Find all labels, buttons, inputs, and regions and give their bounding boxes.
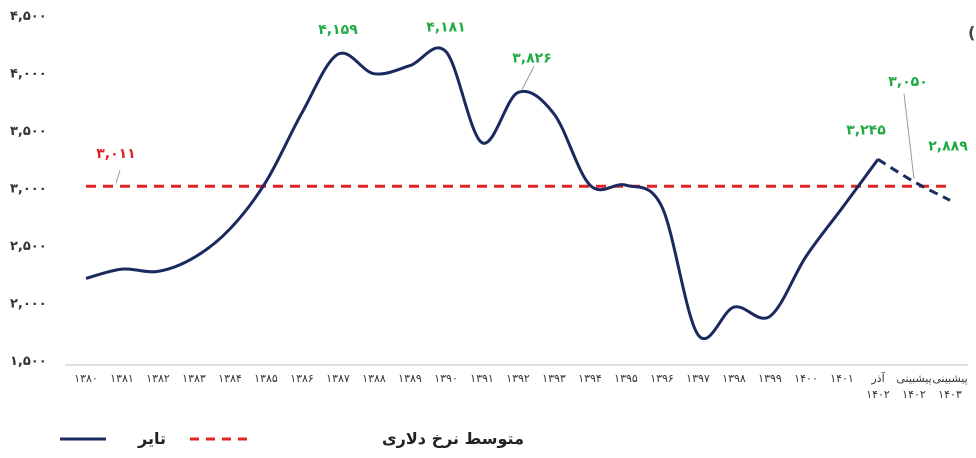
data-label: ۴,۱۸۱ (426, 20, 466, 36)
y-tick-label: ۲,۰۰۰ (10, 297, 47, 312)
x-tick-label: ۱۳۹۸ (722, 372, 746, 385)
x-tick-label: ۱۴۰۰ (794, 372, 818, 385)
series-line-forecast (877, 158, 951, 202)
series-line-actual (85, 46, 880, 340)
x-tick-label: پیشبینی ۱۴۰۳ (932, 372, 967, 401)
x-tick-label: ۱۳۹۴ (578, 372, 602, 385)
x-tick-label: ۱۳۸۹ (398, 372, 422, 385)
label-leader-line (115, 170, 121, 184)
data-label: ۴,۱۵۹ (318, 22, 358, 38)
x-tick-label: ۱۳۹۷ (686, 372, 710, 385)
x-tick-label: ۱۳۸۳ (182, 372, 206, 385)
x-tick-label: ۱۳۸۷ (326, 372, 350, 385)
chart-title: نرخ دلاری تایر پکرمان (بر حسب تن) (968, 23, 976, 43)
x-tick-label-line: آذر (870, 371, 885, 385)
x-tick-label: ۱۳۹۲ (506, 372, 530, 385)
x-tick-label: ۱۳۸۰ (74, 372, 98, 385)
y-tick-label: ۱,۵۰۰ (10, 354, 47, 369)
x-tick-label-line: ۱۴۰۲ (902, 388, 926, 401)
x-tick-label: آذر ۱۴۰۲ (866, 371, 890, 401)
x-tick-label: ۱۳۸۶ (290, 372, 314, 385)
data-label: ۳,۸۲۶ (512, 51, 552, 67)
y-tick-label: ۳,۵۰۰ (10, 124, 47, 139)
x-tick-label-line: ۱۴۰۲ (866, 388, 890, 401)
data-label: ۲,۸۸۹ (928, 138, 968, 154)
y-tick-label: ۲,۵۰۰ (10, 239, 47, 254)
x-tick-label-line: پیشبینی (932, 372, 967, 385)
x-axis-ticks: ۱۳۸۰ ۱۳۸۱ ۱۳۸۲ ۱۳۸۳ ۱۳۸۴ ۱۳۸۵ ۱۳۸۶ ۱۳۸۷ ۱۳۸۸ ۱۳۸۹… (74, 371, 967, 401)
data-label: ۳,۲۴۵ (846, 122, 886, 138)
x-tick-label: ۱۳۸۲ (146, 372, 170, 385)
y-tick-label: ۳,۰۰۰ (10, 182, 47, 197)
data-labels: ۳,۰۱۱ ۴,۱۵۹ ۴,۱۸۱ ۳,۸۲۶ ۳,۲۴۵ ۳,۰۵۰ ۲,۸۸۹ (96, 20, 968, 184)
x-tick-label: ۱۳۹۵ (614, 372, 638, 385)
x-tick-label: ۱۳۹۳ (542, 372, 566, 385)
data-label: ۳,۰۵۰ (888, 74, 928, 90)
x-tick-label: ۱۳۸۴ (218, 372, 242, 385)
x-tick-label: ۱۳۸۱ (110, 372, 134, 385)
series-line-group (85, 46, 951, 340)
label-leader-line (521, 66, 535, 90)
x-tick-label: ۱۳۹۹ (758, 372, 782, 385)
legend-label: تایر (137, 429, 166, 448)
x-tick-label: ۱۳۸۵ (254, 372, 278, 385)
x-tick-label: پیشبینی ۱۴۰۲ (896, 372, 931, 401)
x-tick-label: ۱۳۸۸ (362, 372, 386, 385)
legend: تایر متوسط نرخ دلاری (60, 429, 524, 448)
legend-label: متوسط نرخ دلاری (382, 429, 524, 448)
x-tick-label-line: ۱۴۰۳ (938, 388, 962, 401)
y-tick-label: ۴,۰۰۰ (10, 67, 47, 82)
x-tick-label: ۱۳۹۶ (650, 372, 674, 385)
x-tick-label: ۱۳۹۱ (470, 372, 494, 385)
x-tick-label: ۱۳۹۰ (434, 372, 458, 385)
label-leader-line (903, 93, 915, 179)
y-axis-ticks: ۱,۵۰۰ ۲,۰۰۰ ۲,۵۰۰ ۳,۰۰۰ ۳,۵۰۰ ۴,۰۰۰ ۴,۵۰۰ (10, 9, 47, 369)
x-tick-label-line: پیشبینی (896, 372, 931, 385)
data-label: ۳,۰۱۱ (96, 146, 136, 162)
y-tick-label: ۴,۵۰۰ (10, 9, 47, 24)
x-tick-label: ۱۴۰۱ (830, 372, 854, 385)
